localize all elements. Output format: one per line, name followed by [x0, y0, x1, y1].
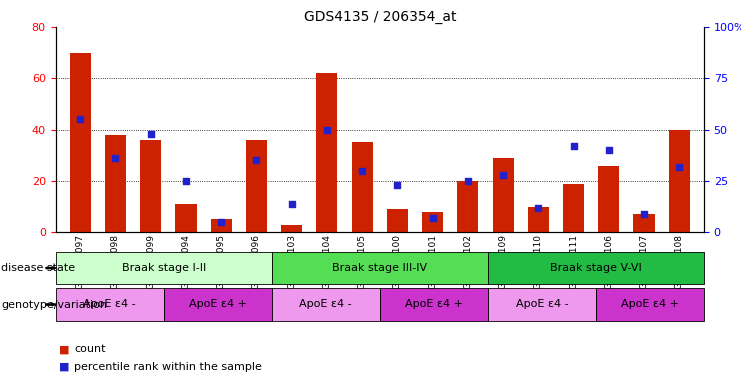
Text: ■: ■ — [59, 362, 70, 372]
Bar — [176, 204, 196, 232]
Point — [568, 143, 579, 149]
Text: disease state: disease state — [1, 263, 76, 273]
Point — [216, 219, 227, 225]
Text: ApoE ε4 +: ApoE ε4 + — [189, 299, 247, 310]
Point — [144, 131, 156, 137]
Point — [286, 200, 298, 207]
Bar — [563, 184, 584, 232]
Bar — [281, 225, 302, 232]
Bar — [164, 288, 272, 321]
Bar — [488, 252, 704, 284]
Title: GDS4135 / 206354_at: GDS4135 / 206354_at — [304, 10, 456, 25]
Bar — [316, 73, 337, 232]
Text: ApoE ε4 +: ApoE ε4 + — [621, 299, 679, 310]
Bar — [668, 130, 690, 232]
Text: genotype/variation: genotype/variation — [1, 300, 107, 310]
Point — [638, 211, 650, 217]
Bar — [488, 288, 596, 321]
Text: ApoE ε4 -: ApoE ε4 - — [516, 299, 568, 310]
Point — [497, 172, 509, 178]
Point — [427, 215, 439, 221]
Bar — [457, 181, 479, 232]
Bar — [246, 140, 267, 232]
Bar — [379, 288, 488, 321]
Bar — [596, 288, 704, 321]
Text: ApoE ε4 -: ApoE ε4 - — [83, 299, 136, 310]
Point — [532, 205, 544, 211]
Text: Braak stage V-VI: Braak stage V-VI — [550, 263, 642, 273]
Point — [603, 147, 615, 153]
Bar — [351, 142, 373, 232]
Bar — [56, 288, 164, 321]
Point — [180, 178, 192, 184]
Bar — [70, 53, 91, 232]
Text: count: count — [74, 344, 106, 354]
Bar — [272, 252, 488, 284]
Point — [250, 157, 262, 164]
Text: Braak stage III-IV: Braak stage III-IV — [332, 263, 428, 273]
Text: ApoE ε4 -: ApoE ε4 - — [299, 299, 352, 310]
Bar — [598, 166, 619, 232]
Bar — [140, 140, 162, 232]
Bar — [272, 288, 379, 321]
Bar — [387, 209, 408, 232]
Text: Braak stage I-II: Braak stage I-II — [122, 263, 206, 273]
Bar — [210, 220, 232, 232]
Point — [110, 155, 122, 161]
Point — [674, 164, 685, 170]
Point — [391, 182, 403, 188]
Bar — [56, 252, 272, 284]
Text: ■: ■ — [59, 344, 70, 354]
Text: ApoE ε4 +: ApoE ε4 + — [405, 299, 463, 310]
Bar — [528, 207, 549, 232]
Bar — [634, 214, 654, 232]
Bar — [105, 135, 126, 232]
Text: percentile rank within the sample: percentile rank within the sample — [74, 362, 262, 372]
Point — [356, 167, 368, 174]
Point — [74, 116, 86, 122]
Point — [462, 178, 473, 184]
Bar — [493, 158, 514, 232]
Bar — [422, 212, 443, 232]
Point — [321, 127, 333, 133]
